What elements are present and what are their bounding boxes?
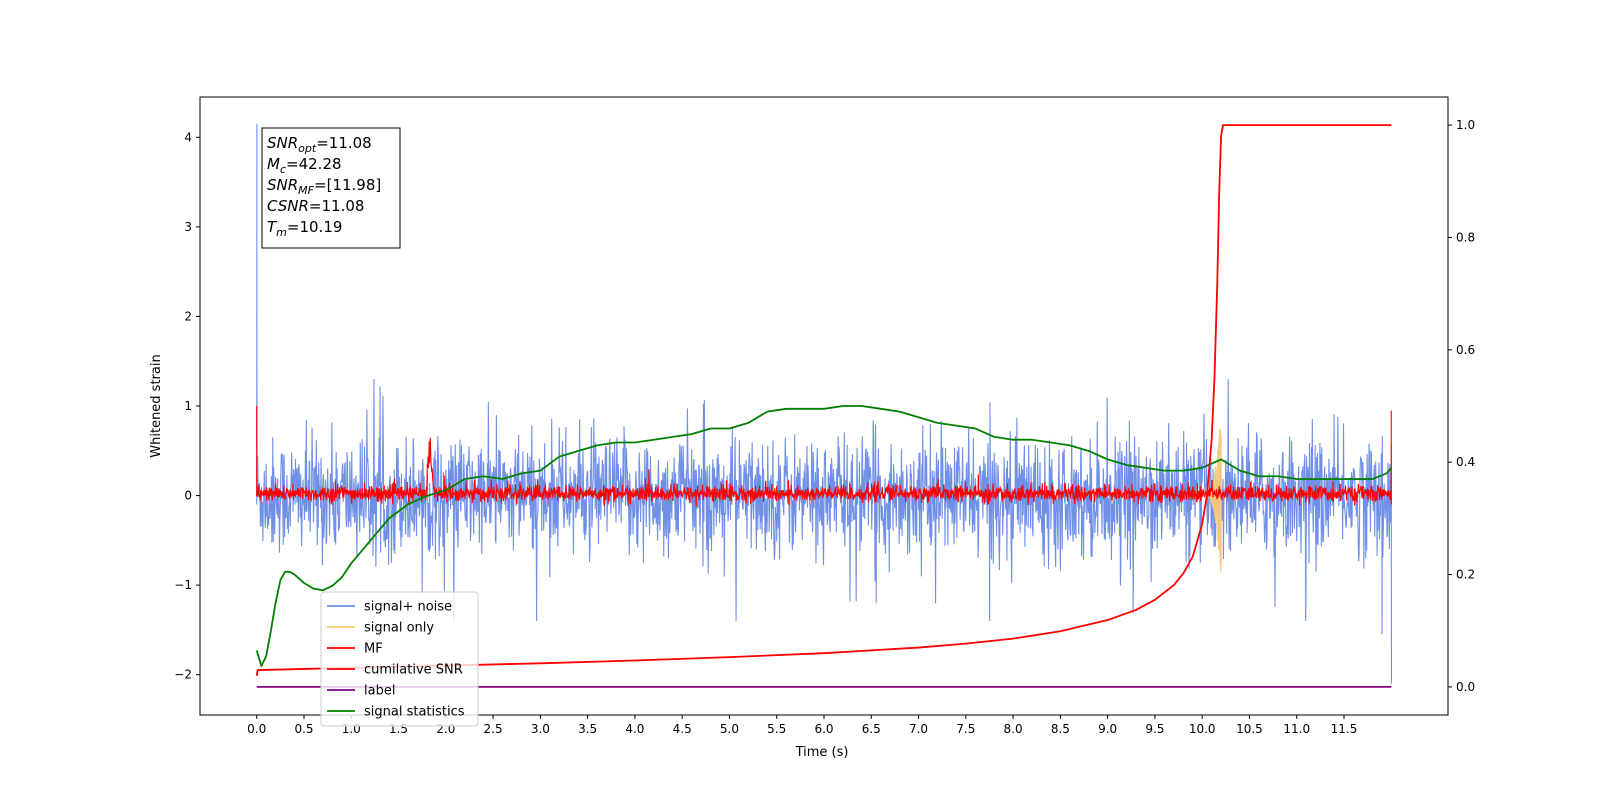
legend-frame xyxy=(320,591,479,727)
x-tick-label: 4.0 xyxy=(625,722,644,736)
y-tick-label: −2 xyxy=(174,668,192,682)
x-tick-label: 5.0 xyxy=(720,722,739,736)
x-tick-label: 7.0 xyxy=(909,722,928,736)
y-tick-label: 0 xyxy=(184,489,192,503)
legend-label: label xyxy=(364,684,395,699)
legend-label: signal statistics xyxy=(364,705,465,720)
y-right-tick-label: 0.6 xyxy=(1456,343,1475,357)
y-axis-label: Whitened strain xyxy=(149,354,164,457)
x-tick-label: 11.5 xyxy=(1331,722,1358,736)
x-tick-label: 11.0 xyxy=(1283,722,1310,736)
x-tick-label: 8.5 xyxy=(1051,722,1070,736)
y-tick-label: −1 xyxy=(174,578,192,592)
annotation-box: SNRopt=11.08Mc=42.28SNRMF=[11.98]CSNR=11… xyxy=(261,127,401,249)
x-tick-label: 0.5 xyxy=(294,722,313,736)
x-tick-label: 9.0 xyxy=(1098,722,1117,736)
y-tick-label: 4 xyxy=(184,130,192,144)
y-tick-label: 2 xyxy=(184,309,192,323)
y-right-tick-label: 0.2 xyxy=(1456,568,1475,582)
x-tick-label: 9.5 xyxy=(1145,722,1164,736)
y-tick-label: 1 xyxy=(184,399,192,413)
x-tick-label: 6.5 xyxy=(862,722,881,736)
annotation-row: Tm=10.19 xyxy=(267,218,342,239)
x-tick-label: 10.0 xyxy=(1189,722,1216,736)
legend-label: MF xyxy=(364,642,383,657)
legend: signal+ noise signal only MF cumilative SNR… xyxy=(320,591,479,727)
y-right-tick-label: 0.4 xyxy=(1456,455,1475,469)
x-tick-label: 3.5 xyxy=(578,722,597,736)
legend-label: signal+ noise xyxy=(364,600,452,615)
series-signal-statistics-line xyxy=(255,405,1392,668)
x-axis: 0.0 0.5 1.0 1.5 2.0 2.5 3.0 3.5 4.0 4.5 5.0 5.5 6.0 6… xyxy=(247,715,1357,736)
annotation-frame xyxy=(261,127,401,249)
legend-label: cumilative SNR xyxy=(364,663,463,678)
x-tick-label: 8.0 xyxy=(1004,722,1023,736)
x-tick-label: 3.0 xyxy=(531,722,550,736)
y-right-tick-label: 1.0 xyxy=(1456,118,1475,132)
annotation-row: CSNR=11.08 xyxy=(267,197,364,215)
x-tick-label: 5.5 xyxy=(767,722,786,736)
x-axis-label: Time (s) xyxy=(795,745,849,760)
annotation-row: Mc=42.28 xyxy=(267,155,342,176)
y-axis-left: −2 −1 0 1 2 3 4 xyxy=(174,130,200,682)
y-right-tick-label: 0.8 xyxy=(1456,230,1475,244)
y-axis-right: 0.0 0.2 0.4 0.6 0.8 1.0 xyxy=(1448,118,1475,694)
annotation-row: SNRMF=[11.98] xyxy=(267,176,381,197)
legend-label: signal only xyxy=(364,621,434,636)
x-tick-label: 4.5 xyxy=(673,722,692,736)
annotation-row: SNRopt=11.08 xyxy=(267,134,372,155)
x-tick-label: 10.5 xyxy=(1236,722,1263,736)
x-tick-label: 2.5 xyxy=(484,722,503,736)
x-tick-label: 6.0 xyxy=(814,722,833,736)
x-tick-label: 7.5 xyxy=(956,722,975,736)
x-tick-label: 0.0 xyxy=(247,722,266,736)
y-right-tick-label: 0.0 xyxy=(1456,680,1475,694)
y-tick-label: 3 xyxy=(184,220,192,234)
